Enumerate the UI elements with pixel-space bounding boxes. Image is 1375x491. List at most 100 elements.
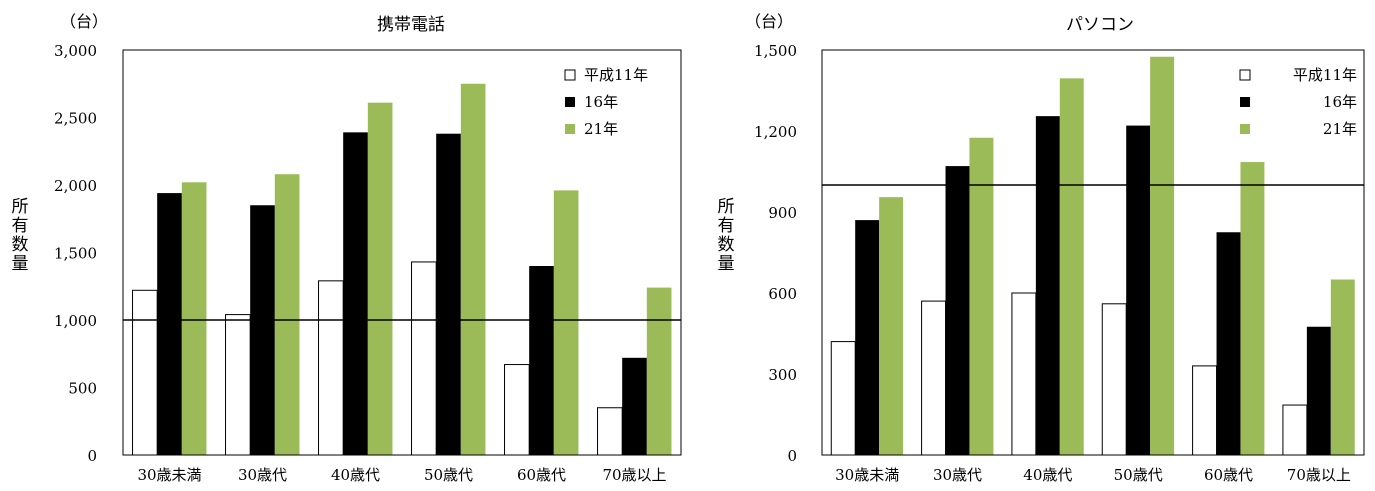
plot-area-frame <box>821 49 1365 456</box>
legend-label: 平成11年 <box>1293 66 1357 84</box>
y-axis-ticks: 0 300 600 900 1,200 1,500 <box>754 42 797 465</box>
y-axis-label-char: 有 <box>718 216 735 236</box>
legend-label: 21年 <box>584 120 618 138</box>
y-unit-label: （台） <box>60 12 108 31</box>
legend-swatch <box>565 124 575 134</box>
bar <box>157 193 182 455</box>
y-tick-label: 3,000 <box>54 42 97 60</box>
bar <box>921 300 947 456</box>
x-tick-label: 60歳代 <box>517 466 566 484</box>
y-axis-label-char: 数 <box>718 235 735 255</box>
plot-area-frame <box>122 49 682 456</box>
y-tick-label: 500 <box>68 380 97 398</box>
bar <box>1011 292 1037 456</box>
legend-label: 21年 <box>1323 120 1357 138</box>
y-axis-label: 所有数量 <box>718 197 735 274</box>
bar <box>411 261 437 456</box>
bar <box>1192 365 1218 456</box>
chart-title: 携帯電話 <box>377 15 445 35</box>
bar-group <box>132 83 672 456</box>
bar <box>1150 56 1175 455</box>
y-tick-label: 1,000 <box>54 312 97 330</box>
legend-swatch <box>1240 97 1250 107</box>
bar <box>969 137 994 455</box>
x-axis-ticks: 30歳未満 30歳代 40歳代 50歳代 60歳代 70歳以上 <box>137 466 666 484</box>
legend: 平成11年 16年 21年 <box>1239 66 1357 138</box>
legend-swatch <box>1239 69 1251 81</box>
bar <box>529 266 554 455</box>
bar <box>855 220 880 455</box>
y-tick-label: 2,000 <box>54 177 97 195</box>
y-axis-label-char: 数 <box>12 235 29 255</box>
x-tick-label: 60歳代 <box>1204 466 1253 484</box>
legend-label: 16年 <box>584 93 618 111</box>
bar <box>1240 162 1265 456</box>
bar <box>181 182 207 456</box>
y-axis-label-char: 所 <box>718 197 735 217</box>
pc-chart: パソコン （台） 所有数量 0 300 600 900 1,200 1,500 30歳未満… <box>718 12 1365 484</box>
x-tick-label: 40歳代 <box>331 466 380 484</box>
y-tick-label: 600 <box>768 285 797 303</box>
x-tick-label: 40歳代 <box>1023 466 1072 484</box>
bar <box>1101 303 1127 456</box>
bar <box>1126 125 1151 455</box>
bar <box>622 357 647 455</box>
bar <box>460 83 486 455</box>
legend-label: 16年 <box>1323 93 1357 111</box>
x-tick-label: 70歳以上 <box>602 466 666 484</box>
bar <box>1059 78 1084 455</box>
y-axis-label-char: 所 <box>12 197 29 217</box>
y-axis-label-char: 量 <box>718 254 735 274</box>
y-tick-label: 1,500 <box>754 42 797 60</box>
bar <box>830 341 856 456</box>
bar <box>436 133 461 455</box>
bar <box>1282 404 1308 456</box>
y-tick-label: 300 <box>768 366 797 384</box>
y-unit-label: （台） <box>745 12 793 31</box>
x-tick-label: 30歳代 <box>933 466 982 484</box>
bar <box>646 287 672 455</box>
bar <box>274 174 300 455</box>
bar-group <box>830 56 1355 456</box>
bar <box>879 197 904 455</box>
bar <box>318 280 344 456</box>
bar <box>597 407 623 456</box>
legend-swatch <box>564 69 576 81</box>
bar <box>132 289 158 456</box>
chart-title: パソコン <box>1066 15 1134 35</box>
bar <box>1306 326 1331 455</box>
y-tick-label: 1,500 <box>54 245 97 263</box>
x-tick-label: 30歳未満 <box>835 466 899 484</box>
bar <box>250 205 275 455</box>
y-tick-label: 2,500 <box>54 110 97 128</box>
mobile-phone-chart: 携帯電話 （台） 所有数量 0 500 1,000 1,500 2,000 2,500 3,… <box>12 12 682 484</box>
bar <box>225 314 251 456</box>
y-tick-label: 0 <box>87 447 97 465</box>
bar <box>343 132 368 455</box>
legend-swatch <box>1240 124 1250 134</box>
bar <box>367 102 393 456</box>
x-axis-ticks: 30歳未満 30歳代 40歳代 50歳代 60歳代 70歳以上 <box>835 466 1351 484</box>
bar <box>1035 116 1060 456</box>
legend: 平成11年 16年 21年 <box>564 66 648 138</box>
y-axis-label-char: 有 <box>12 216 29 236</box>
legend-label: 平成11年 <box>584 66 648 84</box>
x-tick-label: 50歳代 <box>1114 466 1163 484</box>
y-tick-label: 1,200 <box>754 123 797 141</box>
bar <box>1330 279 1355 455</box>
x-tick-label: 30歳代 <box>238 466 287 484</box>
legend-swatch <box>565 97 575 107</box>
y-tick-label: 900 <box>768 204 797 222</box>
bar <box>945 166 970 455</box>
y-axis-label: 所有数量 <box>12 197 29 274</box>
x-tick-label: 70歳以上 <box>1287 466 1351 484</box>
x-tick-label: 30歳未満 <box>137 466 201 484</box>
bar <box>553 190 579 455</box>
y-axis-label-char: 量 <box>12 254 29 274</box>
bar <box>504 364 530 456</box>
y-axis-ticks: 0 500 1,000 1,500 2,000 2,500 3,000 <box>54 42 97 465</box>
x-tick-label: 50歳代 <box>424 466 473 484</box>
y-tick-label: 0 <box>787 447 797 465</box>
bar <box>1216 232 1241 455</box>
